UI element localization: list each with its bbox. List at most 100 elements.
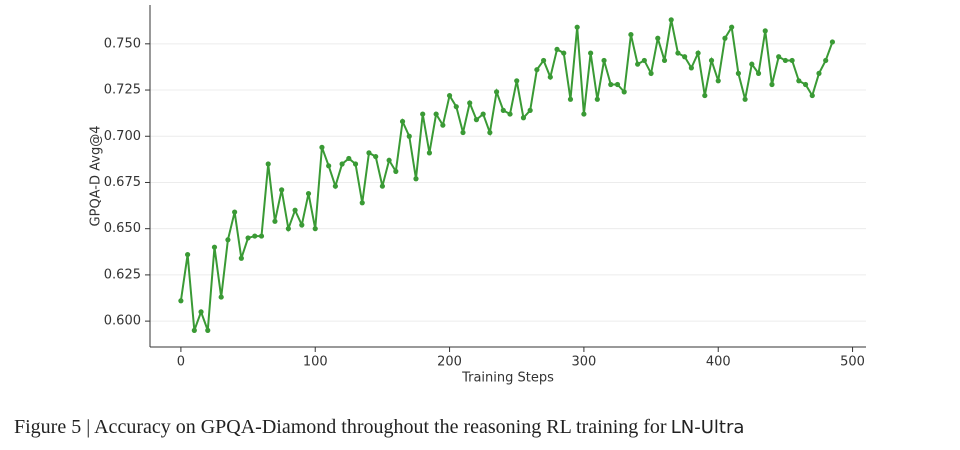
data-point (406, 133, 412, 139)
data-point (258, 233, 265, 239)
x-tick-label: 500 (840, 355, 865, 370)
data-point (675, 50, 681, 56)
data-point (621, 89, 627, 95)
data-point (386, 157, 392, 163)
data-point (319, 144, 325, 150)
data-point (312, 226, 318, 232)
data-point (332, 183, 338, 189)
x-tick-label: 300 (571, 355, 596, 370)
data-point (776, 54, 782, 60)
y-tick-label: 0.650 (104, 221, 141, 236)
y-tick-label: 0.725 (104, 83, 141, 98)
data-point (420, 111, 426, 117)
data-point (352, 161, 359, 167)
data-point (661, 57, 668, 64)
data-point (520, 115, 527, 121)
x-tick-label: 200 (437, 355, 462, 370)
y-tick-label: 0.600 (104, 314, 141, 329)
data-point (567, 96, 574, 102)
series-line (179, 19, 834, 331)
data-point (695, 50, 701, 56)
data-point (729, 24, 735, 30)
data-point (326, 163, 332, 169)
data-point (769, 81, 775, 88)
data-point (245, 235, 251, 241)
data-point (265, 161, 271, 167)
data-point (547, 74, 553, 80)
data-point (722, 35, 728, 41)
data-point (809, 92, 815, 99)
data-point (373, 153, 379, 160)
data-point (829, 39, 836, 45)
data-point (346, 155, 352, 162)
data-point (655, 35, 661, 41)
data-point (742, 96, 748, 102)
data-point (715, 78, 721, 84)
data-point (514, 78, 520, 84)
data-point (608, 81, 614, 88)
data-point (433, 111, 439, 117)
y-tick-label: 0.625 (104, 267, 141, 282)
data-point (823, 57, 829, 64)
data-point (446, 92, 453, 99)
data-point (238, 255, 244, 261)
data-point (440, 122, 446, 128)
y-tick-label: 0.700 (104, 129, 141, 144)
data-point (426, 150, 433, 156)
data-point (480, 111, 486, 117)
data-point (648, 70, 654, 76)
data-point (641, 57, 647, 64)
data-point (211, 244, 218, 250)
data-point (796, 78, 802, 84)
caption: Figure 5 | Accuracy on GPQA-Diamond thro… (14, 416, 744, 438)
data-point (460, 129, 466, 136)
data-point (802, 81, 809, 88)
data-point (299, 222, 305, 228)
data-point (379, 183, 385, 189)
data-point (708, 57, 715, 64)
data-point (540, 57, 547, 64)
x-axis-label: Training Steps (461, 371, 554, 386)
data-point (366, 150, 372, 156)
data-point (185, 251, 191, 258)
y-tick-label: 0.675 (104, 175, 141, 190)
data-point (782, 57, 788, 64)
data-point (581, 111, 587, 117)
data-point (668, 17, 674, 23)
data-point (305, 190, 312, 197)
data-point (507, 111, 513, 117)
data-point (399, 118, 406, 125)
data-point (789, 57, 795, 64)
data-point (413, 176, 419, 182)
data-point (292, 207, 298, 213)
data-point (232, 209, 238, 215)
data-point (198, 309, 204, 315)
data-point (614, 81, 621, 88)
x-tick-label: 100 (303, 355, 328, 370)
data-point (755, 70, 762, 76)
data-point (762, 28, 768, 34)
data-point (473, 117, 480, 123)
x-tick-label: 400 (706, 355, 731, 370)
y-axis-label: GPQA-D Avg@4 (89, 126, 104, 227)
data-point (527, 107, 533, 113)
data-point (500, 107, 506, 113)
data-point (487, 129, 493, 136)
data-point (534, 67, 540, 73)
data-point (561, 50, 567, 56)
data-point (467, 100, 473, 106)
data-point (594, 96, 600, 102)
caption-text: Figure 5 | Accuracy on GPQA-Diamond thro… (14, 416, 667, 438)
data-point (272, 218, 278, 224)
data-point (635, 61, 641, 67)
data-point (554, 46, 560, 52)
data-point (702, 92, 708, 99)
data-point (682, 54, 688, 60)
data-point (178, 298, 184, 304)
caption-model: LN-Ultra (671, 417, 745, 438)
data-point (628, 31, 634, 38)
data-point (574, 24, 580, 30)
data-point (191, 327, 197, 333)
